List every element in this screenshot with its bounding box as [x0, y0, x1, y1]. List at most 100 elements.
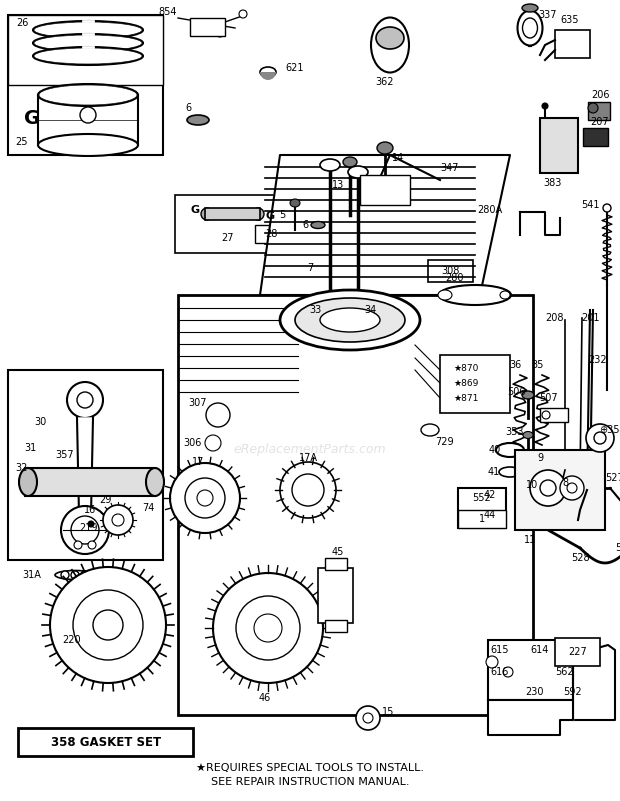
- Text: SEE REPAIR INSTRUCTION MANUAL.: SEE REPAIR INSTRUCTION MANUAL.: [211, 777, 409, 787]
- Text: 615: 615: [491, 645, 509, 655]
- Circle shape: [50, 567, 166, 683]
- Text: 383: 383: [544, 178, 562, 188]
- Text: 7: 7: [307, 263, 313, 273]
- Text: 5: 5: [279, 210, 285, 220]
- Ellipse shape: [187, 115, 209, 125]
- Circle shape: [540, 480, 556, 496]
- Circle shape: [206, 403, 230, 427]
- Text: G: G: [24, 108, 40, 127]
- Text: 227: 227: [569, 647, 587, 657]
- Ellipse shape: [371, 18, 409, 73]
- Circle shape: [236, 596, 300, 660]
- Text: 232: 232: [588, 355, 608, 365]
- Text: 854: 854: [158, 7, 177, 17]
- Ellipse shape: [39, 85, 137, 105]
- Circle shape: [213, 573, 323, 683]
- Text: 358 GASKET SET: 358 GASKET SET: [51, 735, 161, 748]
- Bar: [318, 568, 353, 623]
- Text: 6: 6: [185, 103, 191, 113]
- Circle shape: [112, 514, 124, 526]
- Circle shape: [73, 590, 143, 660]
- Circle shape: [495, 510, 505, 520]
- Text: 207: 207: [591, 117, 609, 127]
- Text: 280: 280: [445, 273, 463, 283]
- Text: 17A: 17A: [298, 453, 317, 463]
- Text: 46: 46: [259, 693, 271, 703]
- Ellipse shape: [522, 391, 534, 399]
- Text: 13: 13: [332, 180, 344, 190]
- Bar: [25, 468, 155, 496]
- Text: 41: 41: [488, 467, 500, 477]
- Text: ★870: ★870: [453, 364, 479, 372]
- Text: 307: 307: [188, 398, 207, 408]
- Circle shape: [88, 521, 94, 527]
- Bar: [255, 225, 287, 243]
- Ellipse shape: [201, 208, 213, 220]
- Text: 201: 201: [581, 313, 600, 323]
- Circle shape: [567, 483, 577, 493]
- Ellipse shape: [499, 467, 521, 477]
- Ellipse shape: [320, 159, 340, 171]
- Text: 35: 35: [532, 360, 544, 370]
- Ellipse shape: [55, 570, 95, 579]
- Bar: [488, 640, 573, 700]
- Circle shape: [594, 432, 606, 444]
- Ellipse shape: [496, 443, 524, 457]
- Text: 357: 357: [56, 450, 74, 460]
- Ellipse shape: [260, 67, 276, 77]
- Text: 28: 28: [265, 229, 277, 239]
- Text: 36: 36: [509, 360, 521, 370]
- Text: 14: 14: [392, 153, 404, 163]
- Text: 34: 34: [364, 305, 376, 315]
- Text: 32: 32: [16, 463, 28, 473]
- Ellipse shape: [348, 166, 368, 178]
- Text: 529: 529: [616, 543, 620, 553]
- Text: 506: 506: [507, 387, 525, 397]
- Text: 6: 6: [302, 220, 308, 230]
- Polygon shape: [260, 155, 510, 295]
- Ellipse shape: [500, 291, 510, 299]
- Circle shape: [586, 424, 614, 452]
- Text: 31: 31: [24, 443, 36, 453]
- Text: 308: 308: [441, 266, 459, 276]
- Text: G: G: [265, 211, 275, 221]
- Text: 527: 527: [606, 473, 620, 483]
- Bar: [555, 30, 590, 58]
- Ellipse shape: [439, 285, 511, 305]
- Text: 306: 306: [184, 438, 202, 448]
- Circle shape: [197, 490, 213, 506]
- Circle shape: [503, 667, 513, 677]
- Circle shape: [74, 541, 82, 549]
- Text: 552: 552: [472, 493, 492, 503]
- Bar: [8, 15, 163, 85]
- Circle shape: [486, 656, 498, 668]
- Ellipse shape: [518, 10, 542, 46]
- Ellipse shape: [311, 222, 325, 228]
- Ellipse shape: [33, 47, 143, 65]
- Text: 40: 40: [489, 445, 501, 455]
- Bar: [360, 175, 410, 205]
- Text: 26: 26: [16, 18, 28, 28]
- Text: eReplacementParts.com: eReplacementParts.com: [234, 444, 386, 457]
- Circle shape: [80, 107, 96, 123]
- Text: 219: 219: [79, 523, 97, 533]
- Circle shape: [67, 382, 103, 418]
- Ellipse shape: [438, 290, 452, 300]
- Text: ★869: ★869: [453, 379, 479, 388]
- Ellipse shape: [280, 290, 420, 350]
- Circle shape: [71, 516, 99, 544]
- Bar: [325, 620, 347, 632]
- Bar: [540, 408, 568, 422]
- Circle shape: [88, 541, 96, 549]
- Circle shape: [61, 571, 69, 579]
- Bar: [38, 95, 138, 145]
- Circle shape: [560, 476, 584, 500]
- Ellipse shape: [523, 18, 538, 38]
- Circle shape: [254, 614, 282, 642]
- Circle shape: [185, 478, 225, 518]
- Text: 30: 30: [34, 417, 46, 427]
- Ellipse shape: [320, 308, 380, 332]
- Circle shape: [215, 27, 225, 37]
- Bar: [325, 558, 347, 570]
- Ellipse shape: [376, 27, 404, 49]
